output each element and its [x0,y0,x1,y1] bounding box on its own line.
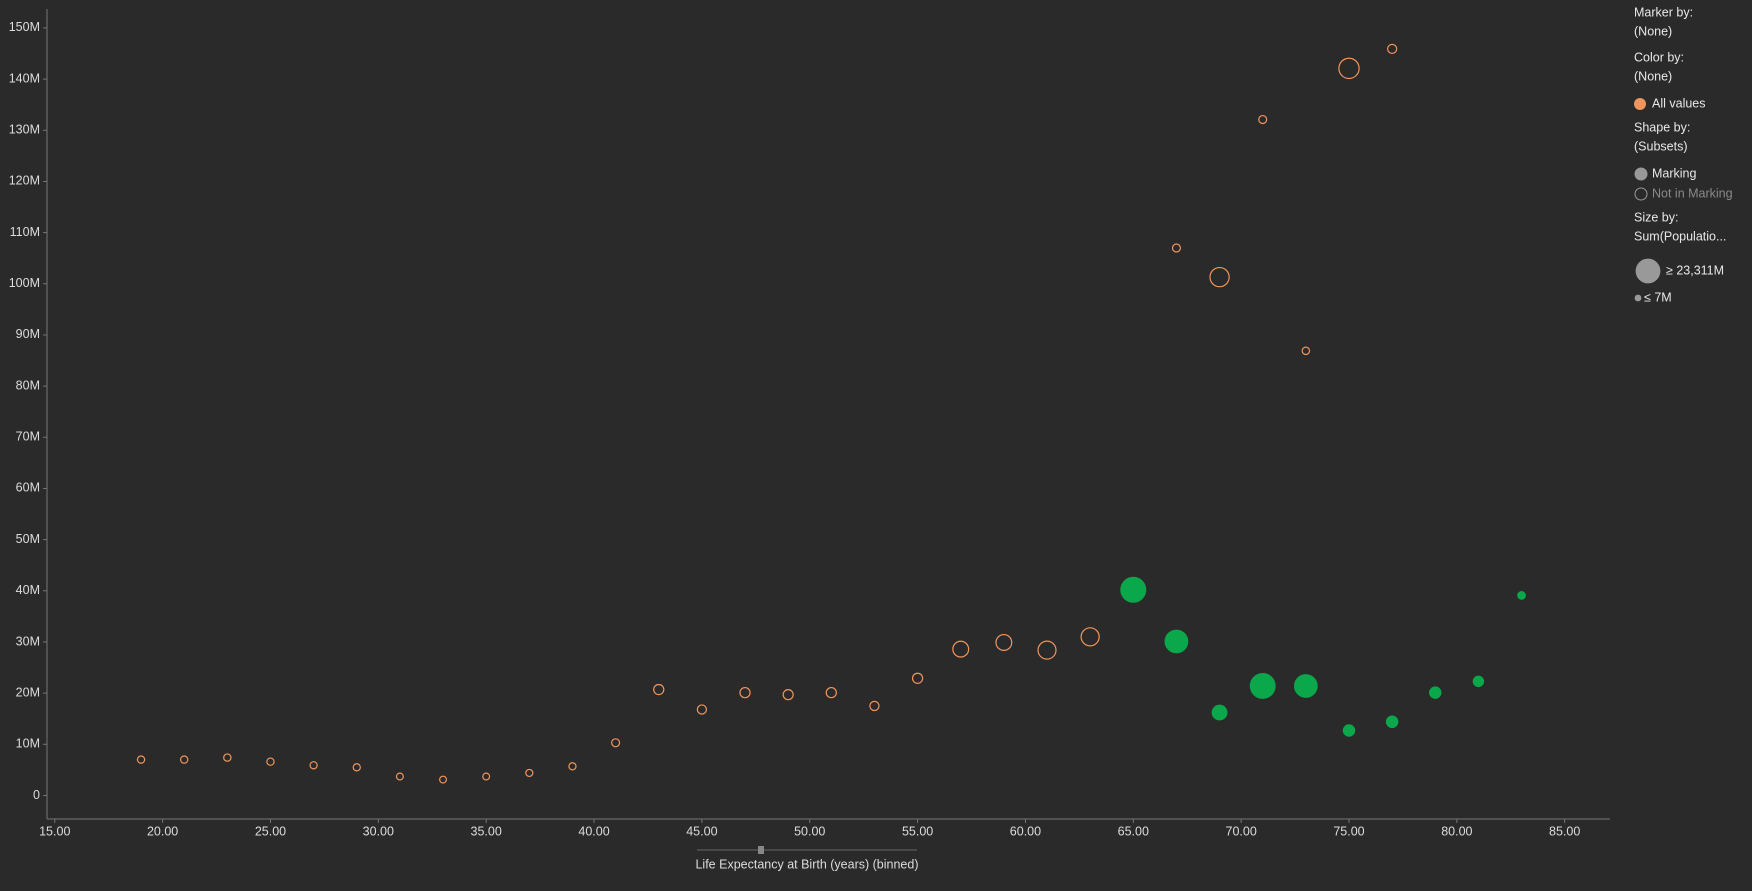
bubble[interactable] [782,689,794,701]
x-tick-label: 65.00 [1118,824,1149,838]
y-tick-label: 100M [9,276,40,290]
legend-entry[interactable]: Not in Marking [1652,186,1733,200]
bubble[interactable] [1211,704,1228,721]
bubble[interactable] [223,753,232,762]
legend-value[interactable]: (None) [1634,69,1672,83]
bubble[interactable] [952,640,970,658]
bubble[interactable] [1301,346,1311,356]
bubble[interactable] [653,683,665,696]
legend-entry[interactable]: Marking [1652,166,1697,180]
legend-entry[interactable]: All values [1652,96,1706,110]
legend-title: Marker by: [1634,5,1693,19]
legend-title: Color by: [1634,50,1684,64]
y-tick-label: 50M [16,532,40,546]
legend-shape [1634,167,1648,181]
bubble[interactable] [1342,724,1356,737]
series [136,43,1398,784]
x-tick-label: 50.00 [794,824,825,838]
y-tick-label: 0 [33,788,40,802]
legend-swatch [1634,98,1646,110]
bubble[interactable] [309,761,318,770]
bubble[interactable] [1517,591,1526,600]
bubble[interactable] [1249,673,1276,699]
series [1120,576,1526,737]
y-tick-label: 130M [9,123,40,137]
y-tick-label: 150M [9,20,40,34]
bubble[interactable] [568,762,577,771]
legend-title: Size by: [1634,210,1678,224]
legend-size-label: ≥ 23,311M [1666,263,1724,277]
bubble[interactable] [1472,675,1485,688]
bubble[interactable] [482,772,491,781]
bubble[interactable] [911,672,924,684]
bubble[interactable] [1293,674,1318,698]
bubble[interactable] [439,775,448,784]
bubble[interactable] [739,686,751,699]
x-tick-label: 25.00 [255,824,286,838]
y-tick-label: 10M [16,737,40,751]
bubble[interactable] [1037,640,1057,660]
bubble[interactable] [1080,627,1100,647]
legend-size-swatch [1634,294,1642,302]
y-tick-label: 80M [16,378,40,392]
y-tick-label: 120M [9,174,40,188]
bubble[interactable] [1387,43,1398,55]
legend-value[interactable]: Sum(Populatio... [1634,229,1726,243]
bubble[interactable] [825,686,837,699]
legend-value[interactable]: (Subsets) [1634,139,1688,153]
x-tick-label: 85.00 [1549,824,1580,838]
bubble[interactable] [395,772,404,781]
bubble[interactable] [611,738,621,748]
legend-size-label: ≤ 7M [1644,290,1672,304]
bubble[interactable] [1171,243,1182,253]
bubble[interactable] [266,757,275,766]
x-tick-label: 80.00 [1441,824,1472,838]
y-tick-label: 40M [16,583,40,597]
y-tick-label: 110M [10,225,40,239]
y-tick-label: 90M [16,327,40,341]
bubble[interactable] [1164,629,1189,654]
bubble[interactable] [1338,57,1360,80]
x-tick-label: 20.00 [147,824,178,838]
y-tick-label: 70M [16,430,40,444]
x-tick-label: 45.00 [686,824,717,838]
x-tick-label: 70.00 [1226,824,1257,838]
bubble[interactable] [1209,266,1230,288]
bubble[interactable] [995,633,1013,651]
x-tick-label: 60.00 [1010,824,1041,838]
bubble[interactable] [869,700,880,712]
y-tick-label: 140M [9,71,40,85]
x-tick-label: 55.00 [902,824,933,838]
legend-title: Shape by: [1634,120,1690,134]
x-tick-label: 15.00 [39,824,70,838]
legend-value[interactable]: (None) [1634,24,1672,38]
x-tick-label: 40.00 [578,824,609,838]
legend-size-swatch [1635,258,1661,284]
legend-shape [1634,187,1648,201]
x-axis-label: Life Expectancy at Birth (years) (binned… [695,857,918,871]
legend: Marker by: (None) Color by: (None) All v… [1634,5,1733,304]
x-tick-label: 75.00 [1333,824,1364,838]
bubble[interactable] [1385,715,1399,729]
y-tick-label: 30M [16,634,40,648]
bubble[interactable] [1429,686,1442,699]
x-tick-label: 35.00 [471,824,502,838]
slider-handle[interactable] [758,846,764,854]
bubble[interactable] [1258,114,1268,125]
bubble[interactable] [179,755,189,764]
bubble[interactable] [1120,576,1147,603]
y-tick-label: 60M [16,481,40,495]
y-tick-label: 20M [16,685,40,699]
bubble[interactable] [136,755,146,764]
bubble[interactable] [525,768,534,778]
bubble[interactable] [696,704,708,715]
bubble[interactable] [352,763,361,772]
x-tick-label: 30.00 [363,824,394,838]
